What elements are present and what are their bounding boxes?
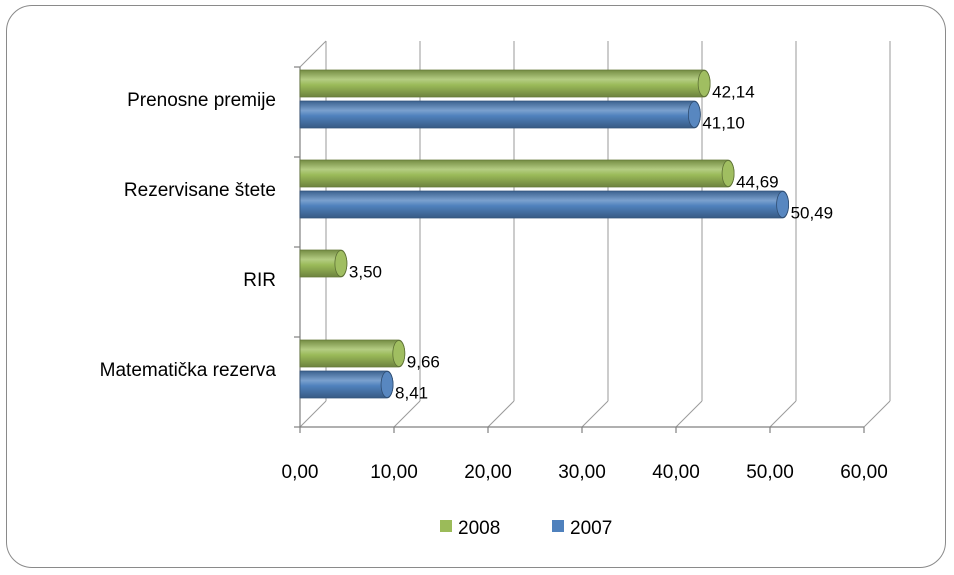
data-label-2008-2: 3,50 xyxy=(349,263,382,282)
bar-2007-1 xyxy=(299,190,790,219)
data-label-2008-0: 42,14 xyxy=(712,83,755,102)
tick-label-2: 20,00 xyxy=(464,462,512,483)
bar-2007-0 xyxy=(299,100,701,129)
data-label-2008-1: 44,69 xyxy=(736,173,779,192)
side-wall-top xyxy=(299,40,327,68)
data-label-2007-3: 8,41 xyxy=(395,384,428,403)
legend-label-2007: 2007 xyxy=(570,518,612,539)
tick-label-1: 10,00 xyxy=(370,462,418,483)
category-label-1: Rezervisane štete xyxy=(124,180,276,201)
tick-label-4: 40,00 xyxy=(652,462,700,483)
category-label-3: Matematička rezerva xyxy=(100,360,277,381)
floor-line-2 xyxy=(487,400,515,428)
category-label-0: Prenosne premije xyxy=(127,90,276,111)
data-label-2007-1: 50,49 xyxy=(791,204,834,223)
bar-cap-2008-2 xyxy=(334,250,348,277)
bar-cap-2008-0 xyxy=(697,70,711,97)
chart-frame xyxy=(6,5,946,568)
legend-swatch-2007 xyxy=(552,520,564,532)
bar-2007-3 xyxy=(299,370,394,399)
tick-label-0: 0,00 xyxy=(282,462,319,483)
category-label-2: RIR xyxy=(243,270,276,291)
bar-cap-2007-3 xyxy=(380,371,394,398)
bar-cap-2008-3 xyxy=(392,340,406,367)
tick-label-6: 60,00 xyxy=(840,462,888,483)
bar-2008-0 xyxy=(299,69,711,98)
tick-label-5: 50,00 xyxy=(746,462,794,483)
bar-cap-2007-1 xyxy=(776,191,790,218)
floor-line-4 xyxy=(675,400,703,428)
floor-line-3 xyxy=(581,400,609,428)
bar-2008-1 xyxy=(299,159,735,188)
floor-line-1 xyxy=(393,400,421,428)
floor-line-5 xyxy=(769,400,797,428)
data-label-2008-3: 9,66 xyxy=(407,353,440,372)
floor-line-0 xyxy=(299,400,327,428)
floor-line-6 xyxy=(863,400,891,428)
data-label-2007-0: 41,10 xyxy=(702,114,745,133)
tick-label-3: 30,00 xyxy=(558,462,606,483)
legend-label-2008: 2008 xyxy=(458,518,500,539)
bar-cap-2007-0 xyxy=(687,101,701,128)
bar-2008-3 xyxy=(299,339,406,368)
legend-swatch-2008 xyxy=(440,520,452,532)
bar-cap-2008-1 xyxy=(721,160,735,187)
